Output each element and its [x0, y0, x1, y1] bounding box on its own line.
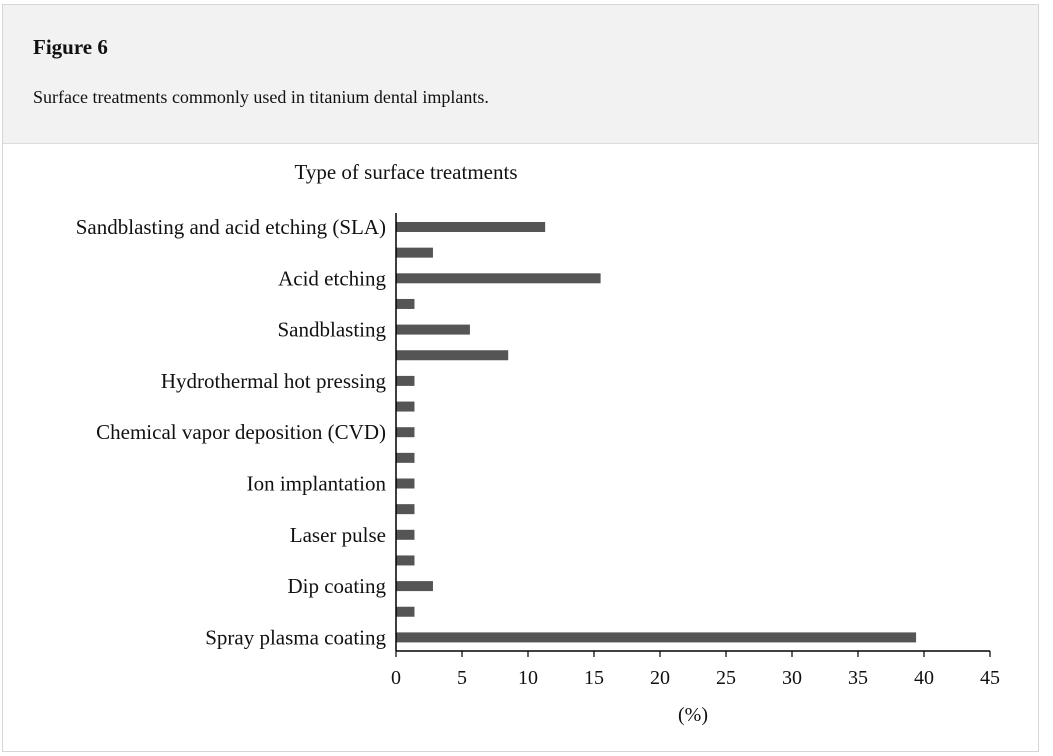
bar-4: [396, 324, 470, 335]
x-tick-label: 40: [914, 667, 934, 689]
x-axis-label: (%): [678, 704, 708, 726]
bar-3: [396, 298, 415, 309]
bar-5: [396, 350, 509, 361]
figure-caption-box: Figure 6 Surface treatments commonly use…: [3, 5, 1038, 144]
x-tick-label: 10: [518, 667, 538, 689]
bar-12: [396, 529, 415, 540]
bar-1: [396, 247, 433, 258]
y-tick-label: Sandblasting and acid etching (SLA): [76, 215, 386, 239]
y-tick-label: Hydrothermal hot pressing: [161, 369, 387, 393]
figure-panel: Figure 6 Surface treatments commonly use…: [2, 4, 1039, 752]
bar-15: [396, 606, 415, 617]
x-tick-label: 5: [457, 667, 467, 689]
bar-0: [396, 222, 546, 232]
bar-9: [396, 452, 415, 463]
x-tick-label: 15: [584, 667, 604, 689]
y-tick-label: Chemical vapor deposition (CVD): [96, 420, 386, 444]
bar-7: [396, 401, 415, 412]
y-tick-label: Spray plasma coating: [205, 625, 386, 649]
chart-title: Type of surface treatments: [294, 160, 517, 184]
x-tick-label: 45: [980, 667, 1000, 689]
x-tick-label: 20: [650, 667, 670, 689]
x-tick-label: 0: [391, 667, 401, 689]
bar-6: [396, 375, 415, 386]
bar-10: [396, 478, 415, 489]
y-tick-label: Acid etching: [278, 266, 386, 290]
y-tick-label: Ion implantation: [247, 472, 387, 496]
figure-label: Figure 6: [33, 35, 108, 59]
bar-13: [396, 555, 415, 566]
bar-group: [396, 222, 917, 643]
x-tick-label: 35: [848, 667, 868, 689]
bar-2: [396, 273, 601, 284]
y-tick-label: Laser pulse: [290, 523, 386, 547]
bar-8: [396, 427, 415, 438]
figure-caption: Surface treatments commonly used in tita…: [33, 87, 489, 107]
x-tick-label: 30: [782, 667, 802, 689]
bar-16: [396, 632, 917, 643]
x-axis: 0 5 10 15 20 25 30 35 40 45: [391, 213, 1000, 689]
y-tick-label: Sandblasting: [278, 318, 387, 342]
y-tick-labels: Sandblasting and acid etching (SLA) Acid …: [76, 215, 387, 649]
bar-14: [396, 581, 433, 592]
y-tick-label: Dip coating: [287, 574, 386, 598]
bar-11: [396, 504, 415, 515]
x-tick-label: 25: [716, 667, 736, 689]
